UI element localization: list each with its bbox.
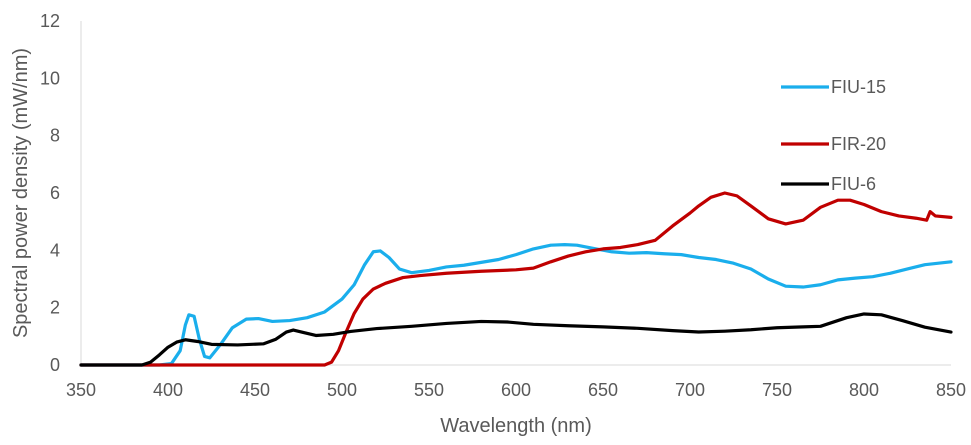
x-tick-label: 850 (936, 380, 966, 400)
series-line-fiu-15 (79, 243, 953, 367)
x-axis-title: Wavelength (nm) (440, 415, 592, 437)
x-tick-label: 500 (327, 380, 357, 400)
series-line-fiu-6 (79, 312, 953, 367)
y-axis-title: Spectral power density (mW/nm) (10, 48, 32, 338)
y-tick-label: 6 (50, 183, 60, 203)
axes (80, 21, 951, 366)
y-tick-label: 0 (50, 355, 60, 375)
y-tick-label: 4 (50, 240, 60, 260)
x-tick-label: 750 (762, 380, 792, 400)
series-line-fir-20 (79, 191, 953, 367)
legend-label-fiu-6: FIU-6 (831, 174, 876, 194)
legend: FIU-15 FIR-20 FIU-6 (781, 77, 886, 194)
x-tick-label: 650 (588, 380, 618, 400)
x-tick-label: 550 (414, 380, 444, 400)
x-tick-label: 350 (66, 380, 96, 400)
y-tick-label: 10 (40, 68, 60, 88)
x-tick-label: 700 (675, 380, 705, 400)
y-tick-label: 12 (40, 11, 60, 31)
legend-label-fiu-15: FIU-15 (831, 77, 886, 97)
x-tick-label: 600 (501, 380, 531, 400)
x-tick-labels: 350 400 450 500 550 600 650 700 750 800 850 (66, 380, 966, 400)
y-tick-labels: 0 2 4 6 8 10 12 (40, 11, 60, 375)
legend-label-fir-20: FIR-20 (831, 134, 886, 154)
series-layer (79, 191, 953, 367)
y-tick-label: 2 (50, 298, 60, 318)
x-tick-label: 800 (849, 380, 879, 400)
x-tick-label: 450 (240, 380, 270, 400)
y-tick-label: 8 (50, 126, 60, 146)
x-tick-label: 400 (153, 380, 183, 400)
